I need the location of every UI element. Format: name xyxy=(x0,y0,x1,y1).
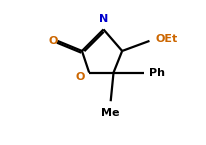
Text: O: O xyxy=(48,36,58,46)
Text: OEt: OEt xyxy=(154,35,177,45)
Text: Ph: Ph xyxy=(149,68,165,77)
Text: Me: Me xyxy=(101,108,119,118)
Text: O: O xyxy=(75,72,84,82)
Text: N: N xyxy=(98,14,108,24)
